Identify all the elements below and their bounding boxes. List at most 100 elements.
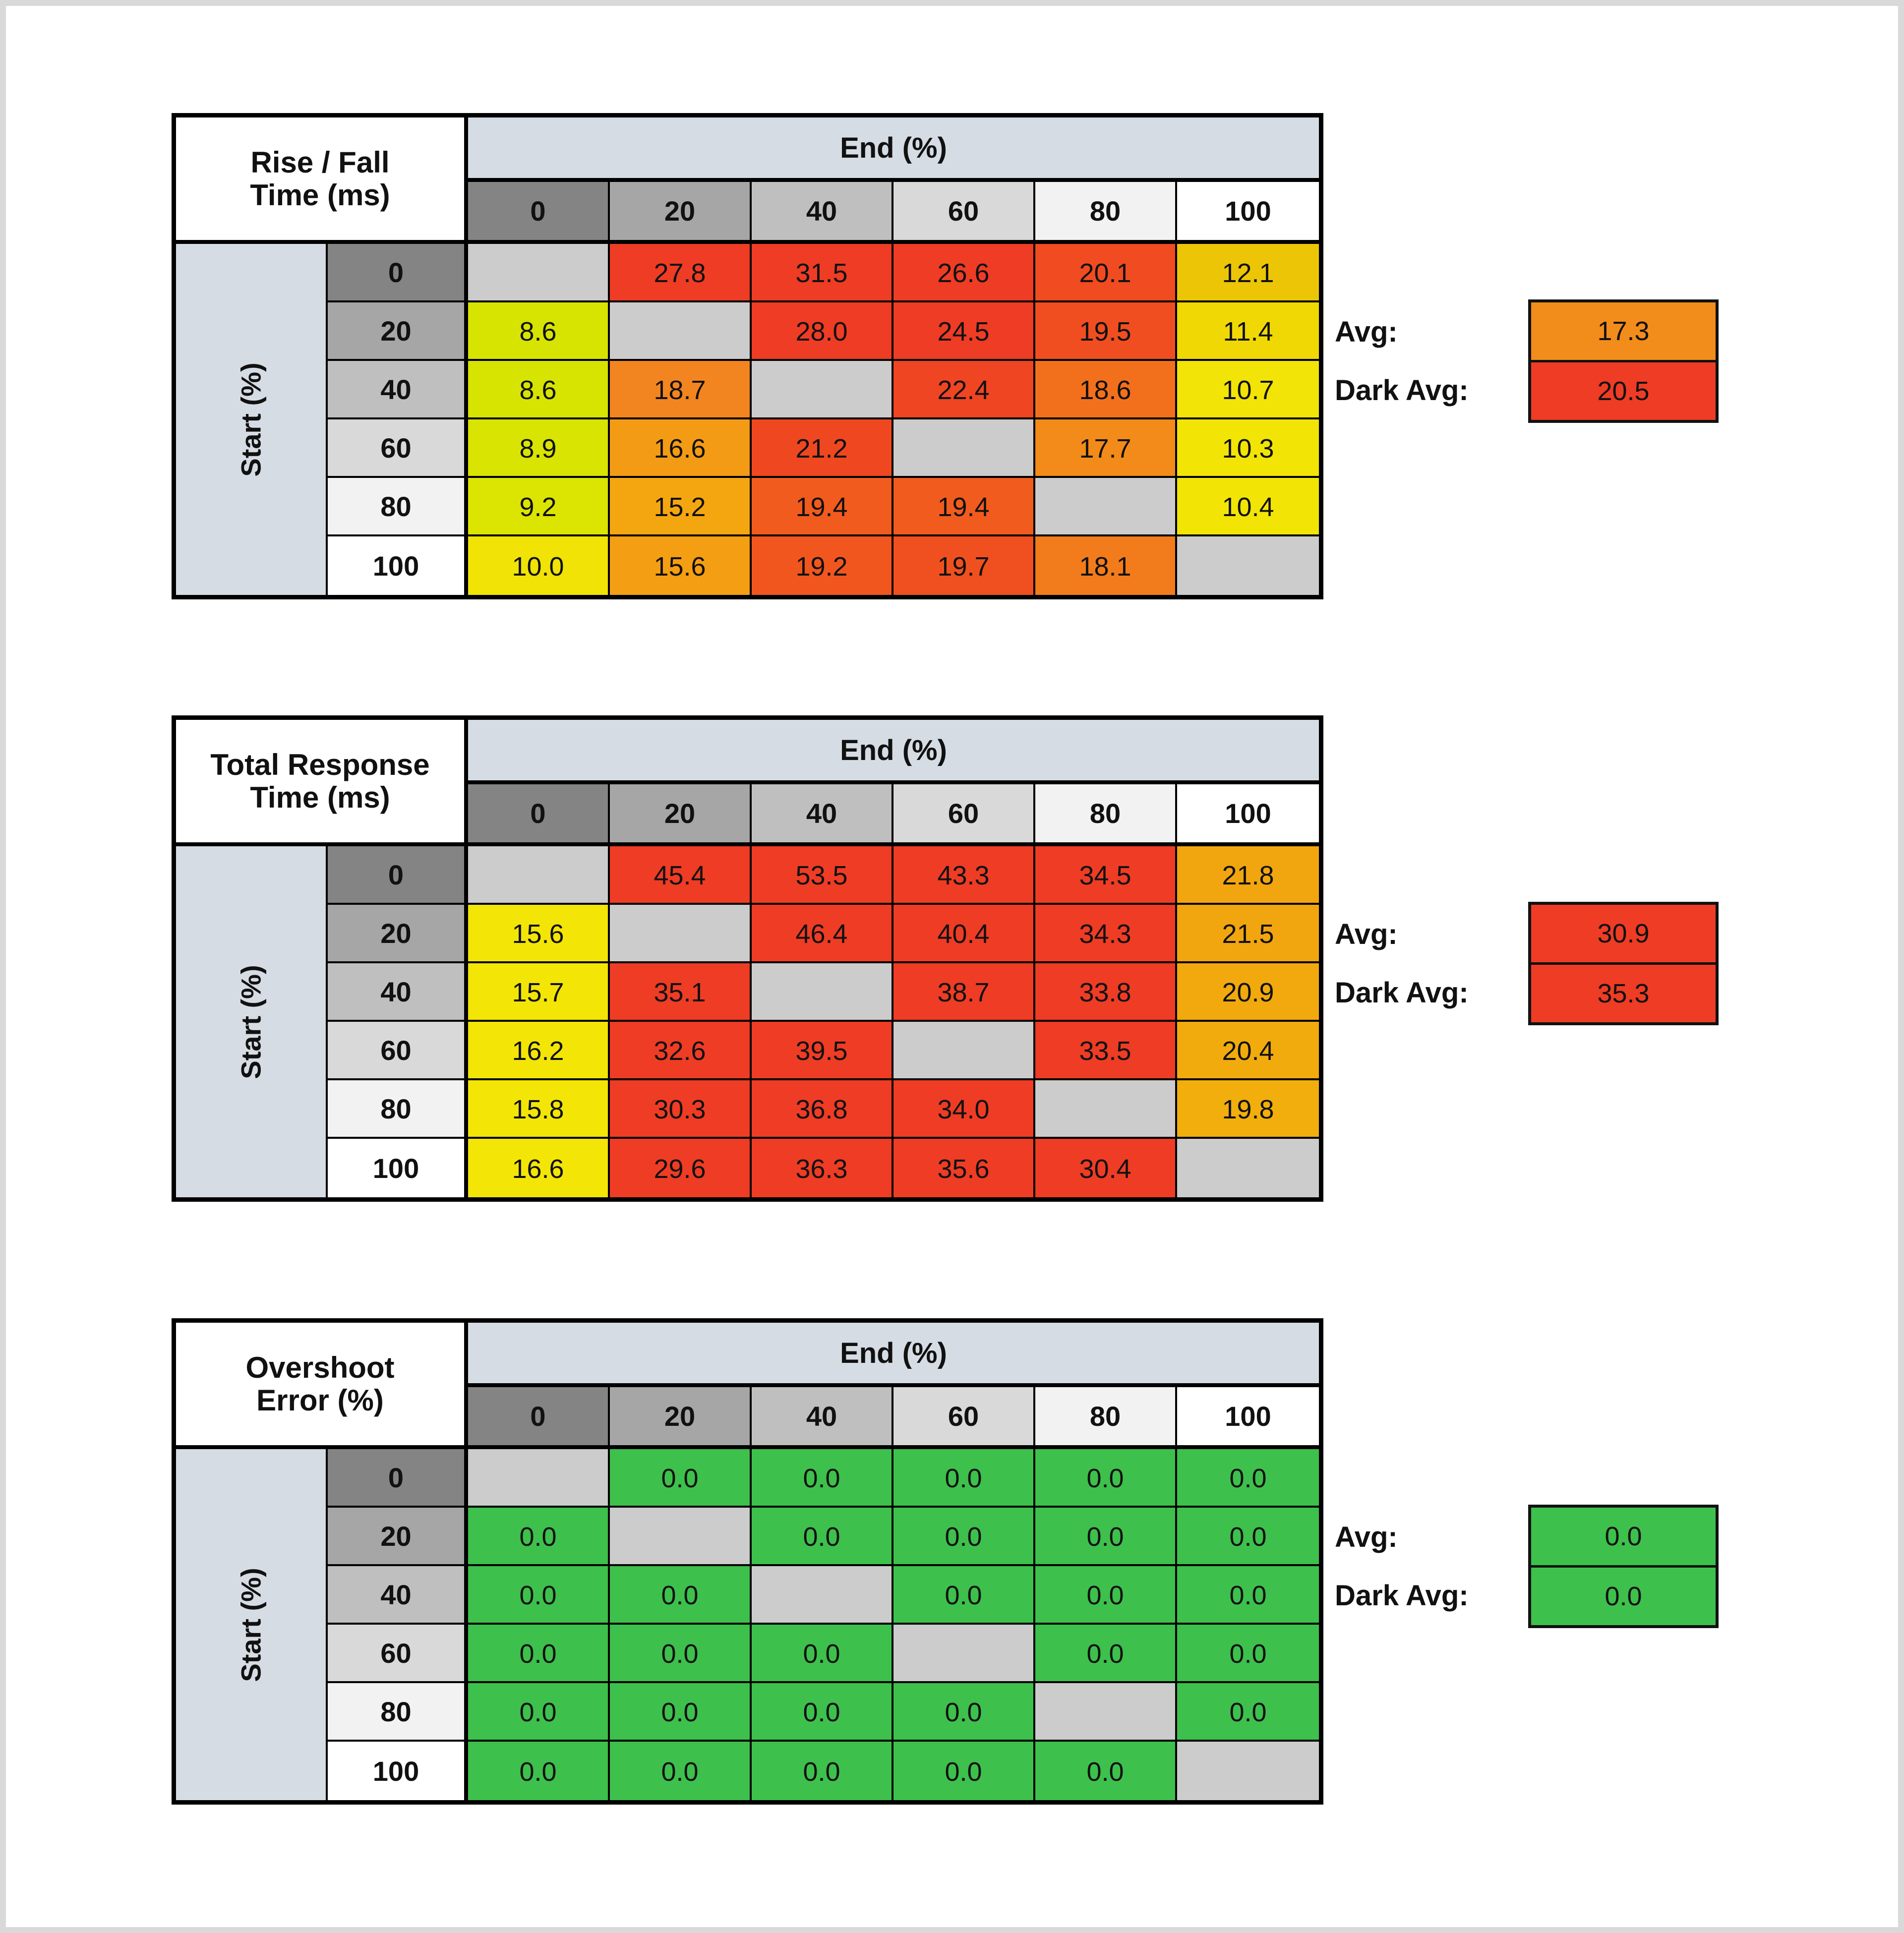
value-cell: 0.0: [1177, 1449, 1319, 1508]
col-header-60: 60: [893, 182, 1035, 244]
col-header-0: 0: [468, 1387, 610, 1449]
diagonal-cell: [468, 846, 610, 905]
value-cell: 11.4: [1177, 302, 1319, 361]
value-cell: 18.7: [610, 361, 752, 419]
heatmap-table-rise-fall-time: Rise / Fall Time (ms) End (%) 0 20 40 60 80 100 S…: [172, 113, 1323, 599]
row-header-80: 80: [328, 478, 468, 536]
value-cell: 0.0: [893, 1449, 1035, 1508]
value-cell: 30.3: [610, 1080, 752, 1139]
dark-avg-label: Dark Avg:: [1335, 976, 1469, 1009]
row-header-40: 40: [328, 1566, 468, 1625]
diagonal-cell: [610, 302, 752, 361]
value-cell: 0.0: [610, 1566, 752, 1625]
value-cell: 21.8: [1177, 846, 1319, 905]
value-cell: 0.0: [610, 1683, 752, 1742]
value-cell: 15.7: [468, 963, 610, 1022]
row-header-0: 0: [328, 244, 468, 302]
diagonal-cell: [1035, 478, 1177, 536]
end-axis-header: End (%): [468, 1323, 1319, 1387]
value-cell: 20.4: [1177, 1022, 1319, 1080]
col-header-100: 100: [1177, 182, 1319, 244]
heatmap-table-total-response-time: Total Response Time (ms) End (%) 0 20 40 60 80 1…: [172, 715, 1323, 1202]
value-cell: 21.5: [1177, 905, 1319, 963]
value-cell: 33.5: [1035, 1022, 1177, 1080]
row-header-20: 20: [328, 1508, 468, 1566]
diagonal-cell: [1035, 1080, 1177, 1139]
row-header-40: 40: [328, 963, 468, 1022]
value-cell: 0.0: [752, 1508, 893, 1566]
diagonal-cell: [610, 905, 752, 963]
start-axis-header: Start (%): [176, 244, 328, 595]
value-cell: 0.0: [1035, 1508, 1177, 1566]
avg-label: Avg:: [1335, 918, 1398, 950]
value-cell: 19.8: [1177, 1080, 1319, 1139]
value-cell: 12.1: [1177, 244, 1319, 302]
diagonal-cell: [893, 1022, 1035, 1080]
row-header-100: 100: [328, 1139, 468, 1197]
value-cell: 36.8: [752, 1080, 893, 1139]
avg-value: 30.9: [1531, 905, 1716, 965]
table-title-line1: Rise / Fall: [250, 145, 390, 179]
value-cell: 30.4: [1035, 1139, 1177, 1197]
value-cell: 0.0: [1177, 1566, 1319, 1625]
value-cell: 31.5: [752, 244, 893, 302]
value-cell: 0.0: [893, 1508, 1035, 1566]
value-cell: 26.6: [893, 244, 1035, 302]
value-cell: 53.5: [752, 846, 893, 905]
value-cell: 17.7: [1035, 419, 1177, 478]
col-header-100: 100: [1177, 784, 1319, 846]
value-cell: 10.4: [1177, 478, 1319, 536]
col-header-40: 40: [752, 784, 893, 846]
avg-label: Avg:: [1335, 1521, 1398, 1553]
avg-summary-box-overshoot-error: 0.0 0.0: [1528, 1505, 1719, 1628]
value-cell: 24.5: [893, 302, 1035, 361]
dark-avg-label: Dark Avg:: [1335, 1579, 1469, 1612]
value-cell: 32.6: [610, 1022, 752, 1080]
table-title-rise-fall-time: Rise / Fall Time (ms): [176, 117, 468, 244]
value-cell: 18.1: [1035, 536, 1177, 595]
row-header-40: 40: [328, 361, 468, 419]
value-cell: 8.6: [468, 361, 610, 419]
value-cell: 19.2: [752, 536, 893, 595]
table-title-total-response-time: Total Response Time (ms): [176, 720, 468, 846]
start-axis-label: Start (%): [235, 362, 267, 477]
value-cell: 20.9: [1177, 963, 1319, 1022]
value-cell: 20.1: [1035, 244, 1177, 302]
col-header-40: 40: [752, 1387, 893, 1449]
value-cell: 0.0: [893, 1683, 1035, 1742]
value-cell: 36.3: [752, 1139, 893, 1197]
end-axis-header: End (%): [468, 720, 1319, 784]
col-header-20: 20: [610, 182, 752, 244]
value-cell: 40.4: [893, 905, 1035, 963]
diagonal-cell: [1177, 1742, 1319, 1800]
value-cell: 15.6: [610, 536, 752, 595]
value-cell: 0.0: [1035, 1742, 1177, 1800]
avg-value: 17.3: [1531, 302, 1716, 362]
value-cell: 15.2: [610, 478, 752, 536]
start-axis-label: Start (%): [235, 1567, 267, 1682]
table-title-line2: Time (ms): [250, 780, 390, 814]
value-cell: 8.6: [468, 302, 610, 361]
table-title-line2: Time (ms): [250, 178, 390, 212]
start-axis-label: Start (%): [235, 964, 267, 1079]
value-cell: 15.8: [468, 1080, 610, 1139]
value-cell: 16.6: [468, 1139, 610, 1197]
avg-value: 0.0: [1531, 1508, 1716, 1568]
table-title-line1: Overshoot: [245, 1350, 395, 1384]
value-cell: 19.7: [893, 536, 1035, 595]
col-header-80: 80: [1035, 784, 1177, 846]
avg-label: Avg:: [1335, 315, 1398, 348]
diagonal-cell: [893, 1625, 1035, 1683]
col-header-80: 80: [1035, 1387, 1177, 1449]
value-cell: 0.0: [1177, 1683, 1319, 1742]
value-cell: 0.0: [610, 1449, 752, 1508]
value-cell: 19.4: [752, 478, 893, 536]
value-cell: 0.0: [1177, 1508, 1319, 1566]
col-header-60: 60: [893, 1387, 1035, 1449]
value-cell: 0.0: [468, 1742, 610, 1800]
row-header-20: 20: [328, 905, 468, 963]
value-cell: 0.0: [610, 1742, 752, 1800]
value-cell: 10.0: [468, 536, 610, 595]
value-cell: 18.6: [1035, 361, 1177, 419]
